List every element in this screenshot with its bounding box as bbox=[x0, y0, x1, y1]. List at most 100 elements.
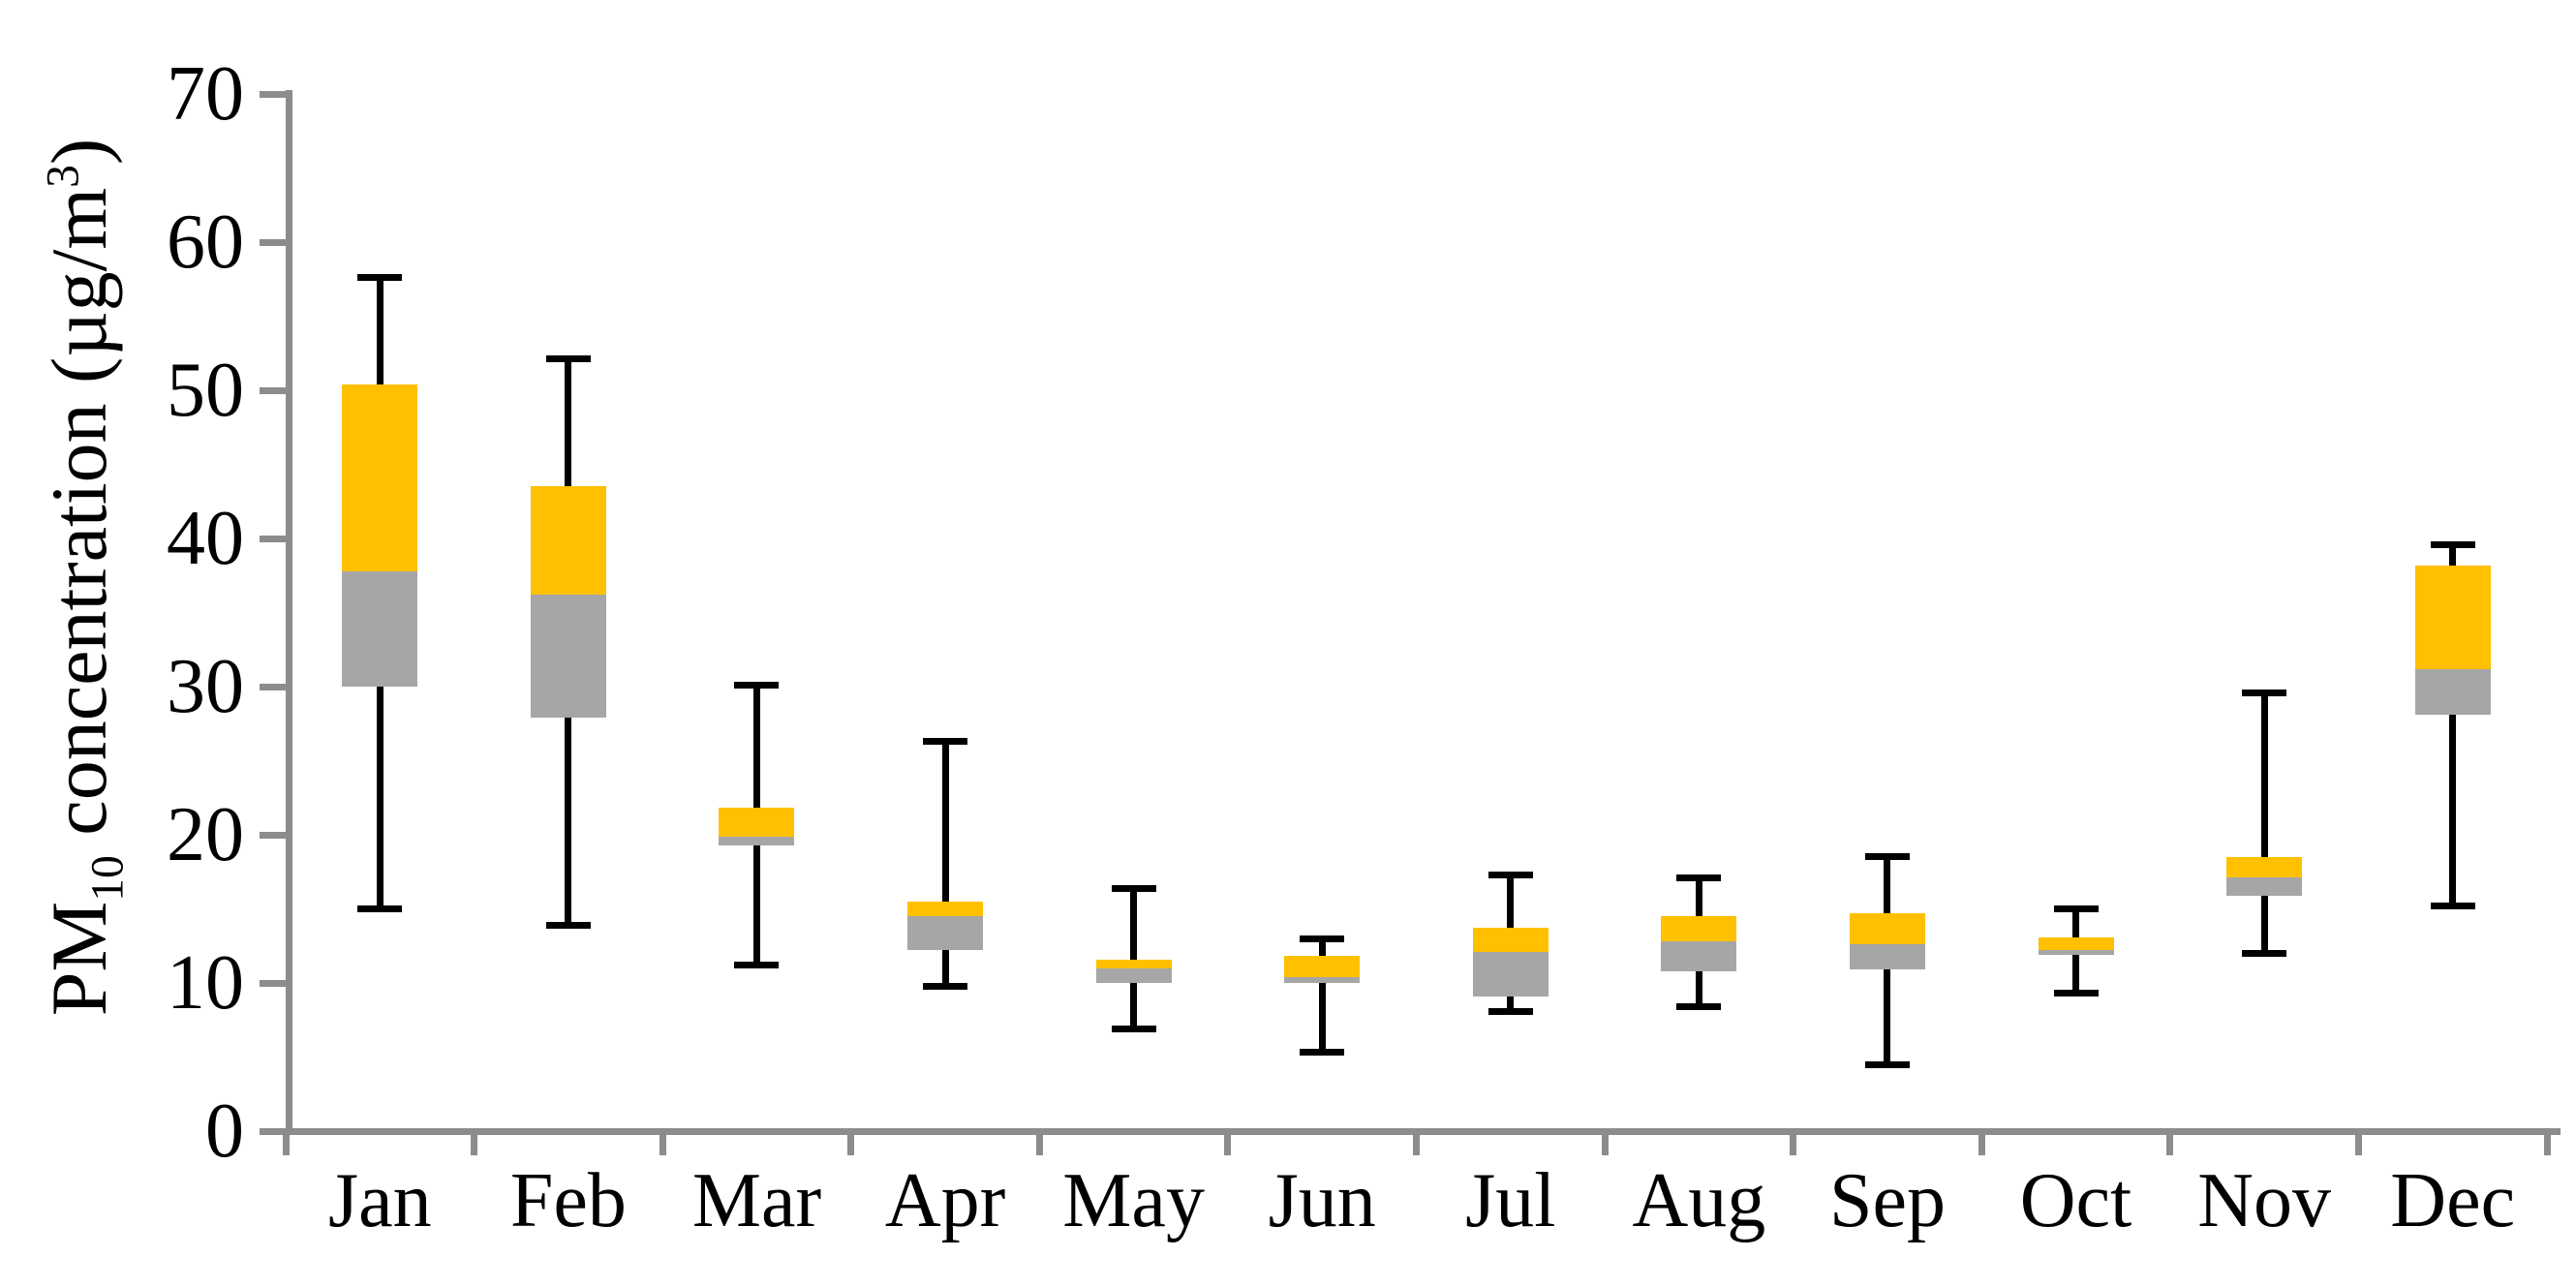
x-tick bbox=[1601, 1134, 1609, 1155]
box-dec-upper-whisker bbox=[2449, 544, 2457, 566]
box-apr-lower-whisker bbox=[941, 950, 949, 987]
box-mar-upper-whisker bbox=[752, 685, 760, 809]
box-oct-lower-whisker bbox=[2072, 954, 2080, 994]
box-aug-max-cap bbox=[1676, 874, 1722, 881]
box-may-upper-whisker bbox=[1130, 888, 1138, 960]
box-feb-lower-whisker bbox=[565, 718, 572, 926]
y-axis-line bbox=[286, 90, 292, 1135]
y-tick bbox=[260, 979, 286, 987]
box-nov-lower-whisker bbox=[2260, 895, 2268, 954]
box-jul-min-cap bbox=[1487, 1007, 1533, 1015]
box-dec-max-cap bbox=[2430, 540, 2475, 548]
box-aug-lower-whisker bbox=[1695, 970, 1702, 1007]
month-label-apr: Apr bbox=[884, 1158, 1006, 1243]
box-jan-max-cap bbox=[357, 274, 403, 282]
x-tick bbox=[2166, 1134, 2174, 1155]
box-nov-min-cap bbox=[2242, 949, 2287, 957]
box-may-median-q1-segment bbox=[1095, 967, 1172, 983]
box-sep-q3-median-segment bbox=[1849, 913, 1925, 945]
x-tick bbox=[847, 1134, 855, 1155]
box-mar-q3-median-segment bbox=[719, 808, 795, 837]
month-label-nov: Nov bbox=[2197, 1158, 2332, 1243]
y-tick-label-40: 40 bbox=[167, 496, 244, 581]
box-oct-q3-median-segment bbox=[2038, 936, 2114, 951]
x-tick bbox=[1035, 1134, 1043, 1155]
box-nov-q3-median-segment bbox=[2226, 856, 2303, 878]
x-tick bbox=[1978, 1134, 1985, 1155]
box-mar-median-q1-segment bbox=[719, 836, 795, 845]
box-jun-upper-whisker bbox=[1318, 938, 1326, 957]
box-feb-q3-median-segment bbox=[530, 486, 606, 596]
box-mar-min-cap bbox=[734, 962, 780, 969]
box-apr-min-cap bbox=[923, 982, 968, 990]
box-jun-lower-whisker bbox=[1318, 983, 1326, 1053]
box-dec-q3-median-segment bbox=[2414, 565, 2491, 669]
box-oct-max-cap bbox=[2053, 905, 2099, 912]
x-tick bbox=[282, 1134, 290, 1155]
box-jan-min-cap bbox=[357, 905, 403, 912]
y-tick bbox=[260, 1127, 286, 1135]
box-jan-lower-whisker bbox=[376, 687, 383, 909]
box-jul-max-cap bbox=[1487, 871, 1533, 878]
y-tick bbox=[260, 683, 286, 690]
box-apr-upper-whisker bbox=[941, 741, 949, 902]
x-tick bbox=[2543, 1134, 2551, 1155]
y-tick-label-20: 20 bbox=[167, 792, 244, 877]
box-oct-upper-whisker bbox=[2072, 908, 2080, 937]
box-jun-max-cap bbox=[1300, 935, 1345, 942]
box-may-q3-median-segment bbox=[1095, 959, 1172, 968]
month-label-jul: Jul bbox=[1465, 1158, 1556, 1243]
box-feb-max-cap bbox=[545, 355, 591, 363]
x-tick bbox=[2354, 1134, 2362, 1155]
x-tick bbox=[1224, 1134, 1232, 1155]
y-tick bbox=[260, 238, 286, 246]
box-sep-upper-whisker bbox=[1884, 856, 1891, 914]
box-apr-q3-median-segment bbox=[907, 901, 984, 917]
box-dec-median-q1-segment bbox=[2414, 668, 2491, 716]
month-label-oct: Oct bbox=[2019, 1158, 2132, 1243]
month-label-may: May bbox=[1062, 1158, 1205, 1243]
box-mar-lower-whisker bbox=[752, 844, 760, 966]
box-sep-lower-whisker bbox=[1884, 969, 1891, 1065]
box-feb-min-cap bbox=[545, 921, 591, 929]
box-may-lower-whisker bbox=[1130, 983, 1138, 1029]
month-label-aug: Aug bbox=[1632, 1158, 1766, 1243]
box-oct-median-q1-segment bbox=[2038, 950, 2114, 955]
box-feb-upper-whisker bbox=[565, 358, 572, 487]
box-jul-median-q1-segment bbox=[1472, 951, 1549, 997]
x-tick bbox=[471, 1134, 478, 1155]
month-label-dec: Dec bbox=[2390, 1158, 2516, 1243]
y-tick bbox=[260, 90, 286, 98]
box-jun-q3-median-segment bbox=[1284, 956, 1361, 977]
box-feb-median-q1-segment bbox=[530, 595, 606, 719]
box-aug-median-q1-segment bbox=[1661, 941, 1737, 971]
x-tick bbox=[1790, 1134, 1797, 1155]
y-tick-label-60: 60 bbox=[167, 199, 244, 285]
box-sep-min-cap bbox=[1864, 1060, 1910, 1068]
month-label-mar: Mar bbox=[691, 1158, 822, 1243]
y-tick-label-10: 10 bbox=[167, 940, 244, 1026]
box-nov-median-q1-segment bbox=[2226, 877, 2303, 896]
box-sep-max-cap bbox=[1864, 853, 1910, 861]
box-dec-lower-whisker bbox=[2449, 715, 2457, 906]
box-oct-min-cap bbox=[2053, 990, 2099, 997]
y-tick-label-0: 0 bbox=[205, 1089, 244, 1174]
box-jul-upper-whisker bbox=[1507, 874, 1515, 929]
box-may-min-cap bbox=[1111, 1025, 1156, 1032]
y-axis-title-superscript: 3 bbox=[38, 165, 89, 188]
y-tick-label-50: 50 bbox=[167, 348, 244, 433]
box-sep-median-q1-segment bbox=[1849, 944, 1925, 970]
month-label-feb: Feb bbox=[509, 1158, 627, 1243]
box-jan-median-q1-segment bbox=[342, 570, 418, 687]
x-tick bbox=[659, 1134, 666, 1155]
box-jun-min-cap bbox=[1300, 1049, 1345, 1057]
box-jul-q3-median-segment bbox=[1472, 928, 1549, 952]
y-axis-title-suffix: ) bbox=[35, 138, 123, 166]
box-aug-min-cap bbox=[1676, 1002, 1722, 1010]
box-dec-min-cap bbox=[2430, 902, 2475, 909]
box-jul-lower-whisker bbox=[1507, 996, 1515, 1012]
box-apr-median-q1-segment bbox=[907, 916, 984, 951]
month-label-sep: Sep bbox=[1828, 1158, 1946, 1243]
box-aug-upper-whisker bbox=[1695, 877, 1702, 917]
